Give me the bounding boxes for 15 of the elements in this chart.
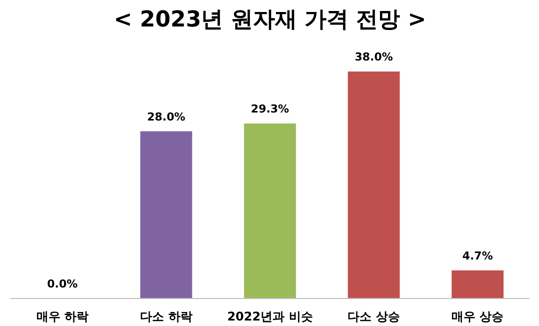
chart-title: < 2023년 원자재 가격 전망 > <box>114 8 426 32</box>
x-tick-label: 매우 상승 <box>452 310 504 324</box>
data-label: 38.0% <box>354 50 393 64</box>
bar <box>348 72 400 298</box>
data-label: 28.0% <box>147 110 186 124</box>
x-tick-label: 다소 하락 <box>140 310 192 324</box>
data-label: 0.0% <box>47 278 78 291</box>
bar <box>244 124 296 298</box>
x-tick-label: 매우 하락 <box>36 310 88 324</box>
x-tick-label: 2022년과 비슷 <box>227 310 313 324</box>
data-label: 29.3% <box>250 102 290 116</box>
bar <box>452 270 504 298</box>
bar <box>140 131 192 298</box>
data-label: 4.7% <box>462 250 493 263</box>
x-tick-label: 다소 상승 <box>348 310 400 324</box>
